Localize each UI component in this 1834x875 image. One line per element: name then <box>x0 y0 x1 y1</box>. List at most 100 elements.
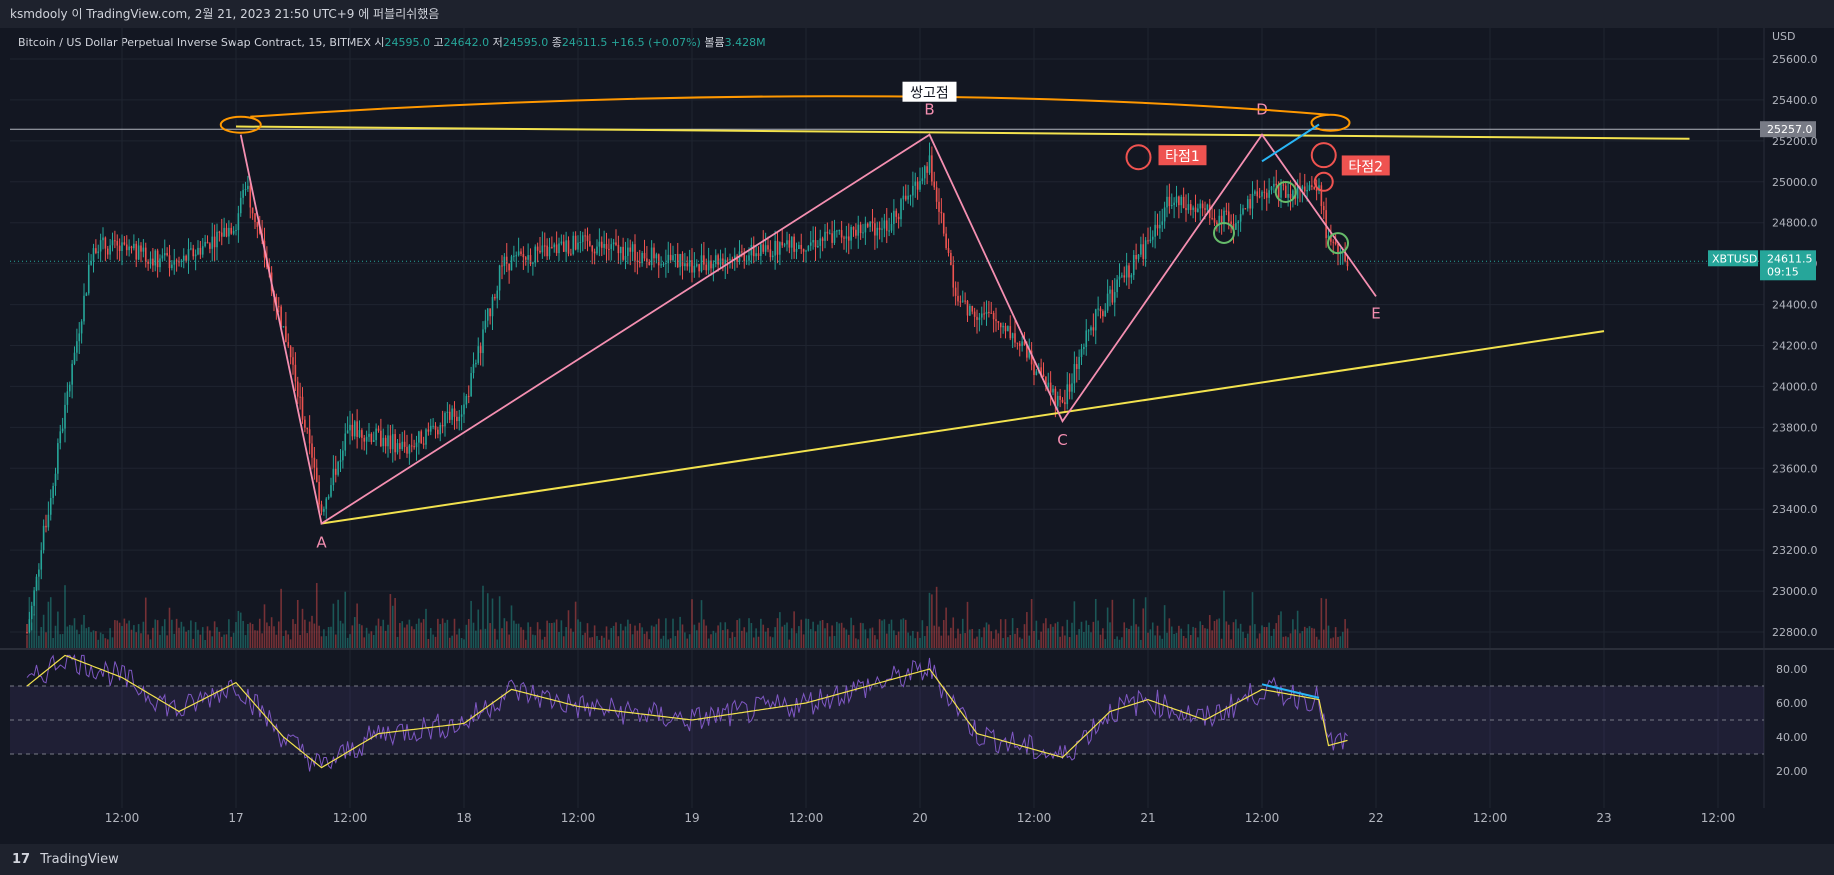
candle-body <box>636 260 639 262</box>
open-value: 24595.0 <box>384 36 431 49</box>
volume-bar <box>456 634 458 648</box>
volume-bar <box>885 633 888 648</box>
volume-bar <box>612 625 615 648</box>
time-tick-label: 12:00 <box>333 811 368 825</box>
marker-circle-green <box>1274 181 1297 204</box>
candle-body <box>779 242 781 255</box>
candle-body <box>92 248 95 262</box>
resistance-line <box>235 125 1690 140</box>
candle-body <box>874 223 876 236</box>
candle-body <box>819 238 822 246</box>
candle-body <box>973 311 976 317</box>
candle-body <box>444 412 446 427</box>
candle-body <box>1170 205 1173 207</box>
candle-body <box>484 320 487 330</box>
volume-bar <box>1334 627 1337 648</box>
marker-price-label: 25257.0 <box>1767 123 1813 136</box>
volume-bar <box>992 638 995 648</box>
volume-bar <box>1311 627 1313 648</box>
volume-bar <box>902 618 905 648</box>
volume-bar <box>137 624 140 648</box>
candle-body <box>935 187 938 202</box>
volume-bar <box>161 626 164 648</box>
volume-bar <box>1121 637 1123 648</box>
volume-bar <box>598 639 601 648</box>
candle-body <box>733 255 736 260</box>
candle-body <box>342 450 344 461</box>
volume-bar <box>617 636 620 648</box>
volume-bar <box>933 625 936 648</box>
volume-bar <box>1216 619 1218 648</box>
volume-bar <box>61 634 64 648</box>
volume-bar <box>368 633 370 648</box>
volume-bar <box>624 626 627 648</box>
candle-body <box>372 440 375 442</box>
candle-body <box>1311 185 1313 187</box>
volume-bar <box>128 620 130 648</box>
candle-body <box>218 231 221 233</box>
volume-bar <box>586 623 589 648</box>
candle-body <box>337 461 339 475</box>
volume-bar <box>676 630 679 648</box>
volume-bar <box>1289 633 1292 648</box>
candle-body <box>598 241 601 247</box>
volume-bar <box>97 639 100 648</box>
volume-bar <box>1116 636 1118 648</box>
volume-bar <box>446 619 449 648</box>
candle-body <box>1346 261 1349 267</box>
candle-body <box>33 590 35 606</box>
time-tick-label: 22 <box>1368 811 1383 825</box>
candle-body <box>893 210 895 224</box>
volume-bar <box>788 639 791 648</box>
volume-bar <box>1223 590 1225 648</box>
price-tick-label: 22800.0 <box>1772 626 1818 639</box>
volume-bar <box>52 638 54 648</box>
volume-bar <box>1173 633 1175 648</box>
wave-point-label-b: B <box>924 101 934 119</box>
volume-bar <box>1299 633 1301 648</box>
candle-body <box>591 245 594 252</box>
volume-bar <box>945 607 947 648</box>
volume-bar <box>771 637 774 648</box>
entry2-circle <box>1310 142 1337 169</box>
volume-bar <box>406 624 408 648</box>
candle-body <box>1197 208 1199 212</box>
candle-body <box>824 231 826 241</box>
volume-bar <box>1170 626 1173 648</box>
candle-body <box>247 185 249 190</box>
volume-bar <box>667 639 670 648</box>
volume-bar <box>1149 629 1152 648</box>
volume-bar <box>600 635 603 648</box>
volume-bar <box>534 635 537 648</box>
volume-bar <box>931 594 933 648</box>
volume-bar <box>422 619 425 648</box>
candle-body <box>420 431 423 444</box>
volume-bar <box>1275 623 1278 648</box>
candle-body <box>135 243 138 260</box>
candle-body <box>199 247 202 255</box>
candle-body <box>313 457 316 468</box>
candle-body <box>323 508 325 512</box>
candle-body <box>555 244 558 254</box>
volume-bar <box>201 627 204 648</box>
candle-body <box>919 181 921 190</box>
candle-body <box>674 254 677 256</box>
candle-body <box>1106 293 1109 311</box>
volume-bar <box>1296 610 1299 648</box>
volume-bar <box>997 633 1000 648</box>
volume-bar <box>527 622 529 648</box>
candle-body <box>1128 265 1130 278</box>
candle-body <box>1056 395 1059 406</box>
candle-body <box>456 416 458 422</box>
volume-bar <box>387 624 389 648</box>
candle-body <box>1151 236 1154 240</box>
candle-body <box>256 221 259 227</box>
candle-body <box>1021 341 1023 347</box>
volume-bar <box>472 622 475 648</box>
volume-bar <box>230 636 233 648</box>
candle-body <box>800 244 803 249</box>
volume-bar <box>973 638 976 648</box>
candle-body <box>657 254 660 266</box>
candle-body <box>508 263 510 271</box>
